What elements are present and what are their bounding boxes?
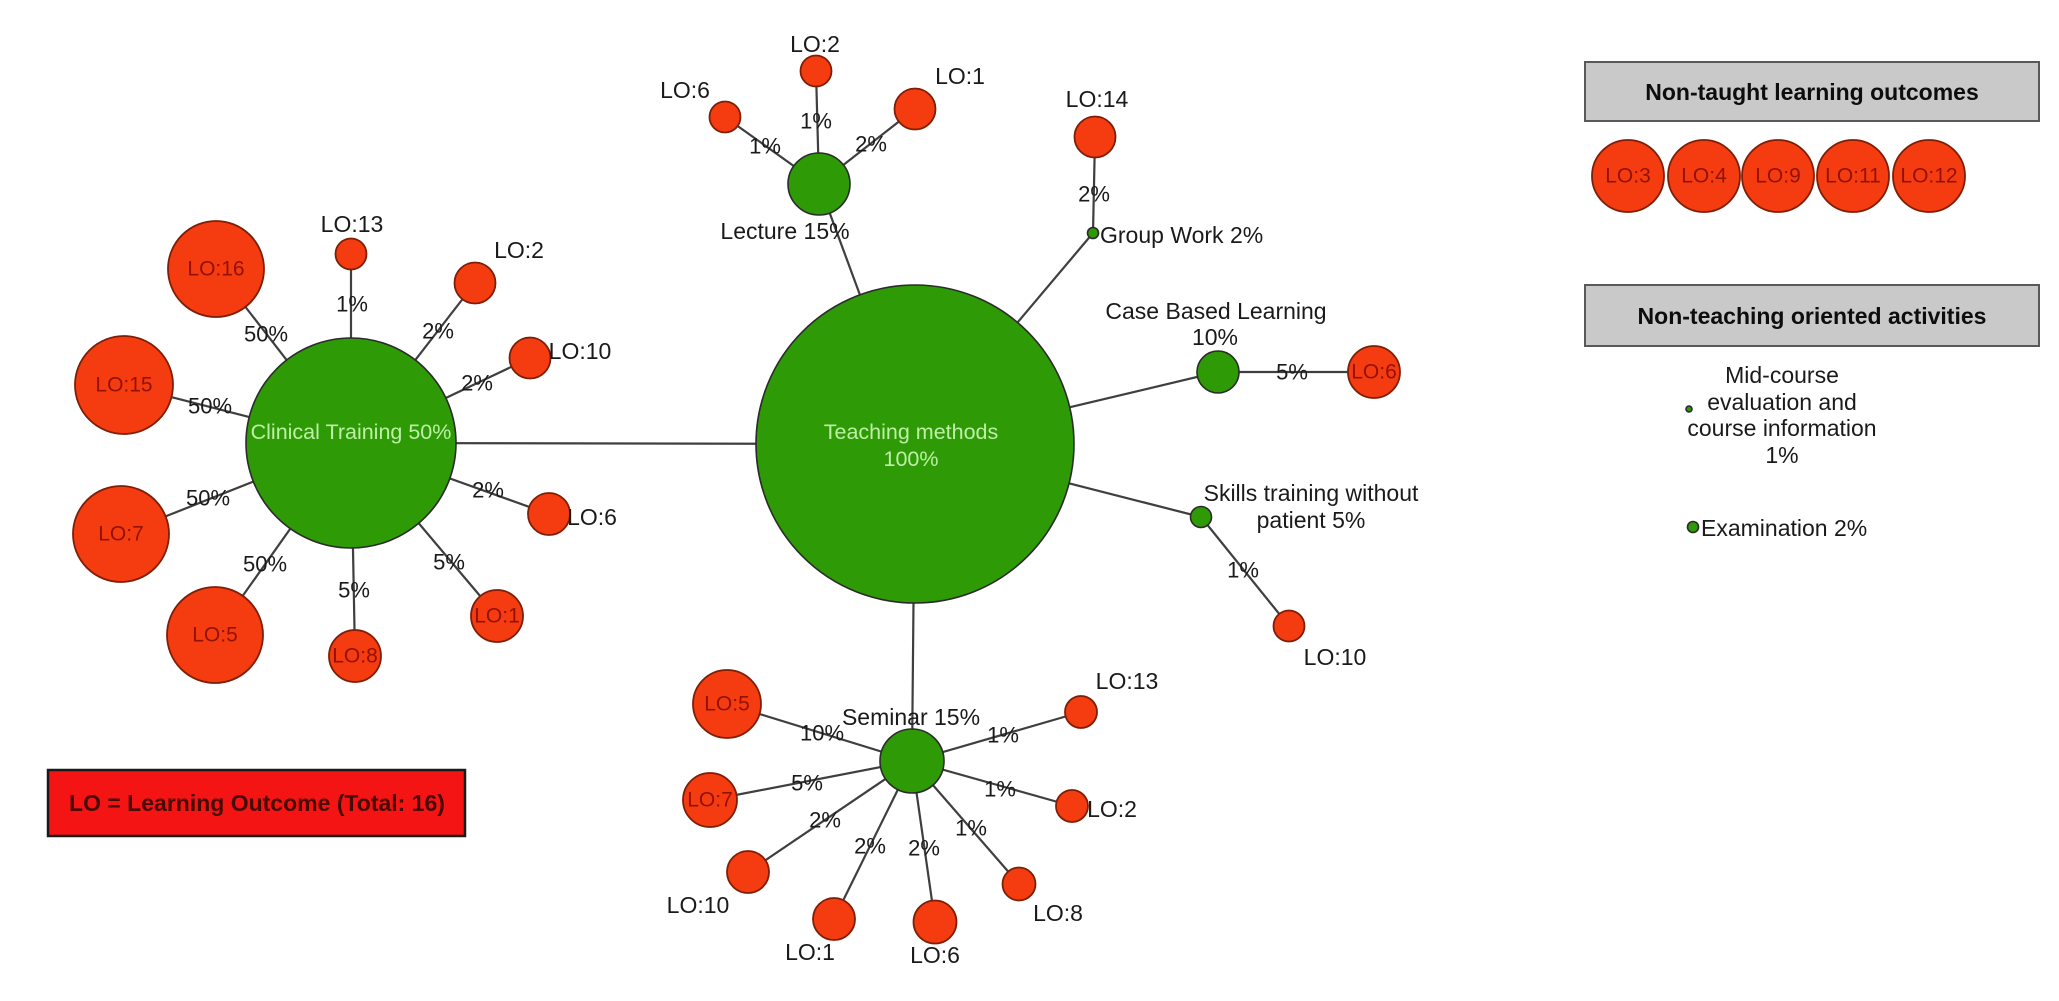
svg-text:Non-taught learning outcomes: Non-taught learning outcomes <box>1645 79 1979 105</box>
svg-text:LO:2: LO:2 <box>494 237 544 263</box>
svg-text:2%: 2% <box>809 808 841 833</box>
svg-text:2%: 2% <box>461 371 493 396</box>
svg-text:1%: 1% <box>955 816 987 841</box>
svg-text:LO:13: LO:13 <box>321 211 384 237</box>
svg-text:2%: 2% <box>422 319 454 344</box>
svg-text:1%: 1% <box>984 777 1016 802</box>
svg-text:1%: 1% <box>800 109 832 134</box>
svg-text:LO:6: LO:6 <box>1351 361 1397 384</box>
svg-text:1%: 1% <box>1765 442 1798 468</box>
svg-text:2%: 2% <box>908 836 940 861</box>
svg-text:Clinical Training 50%: Clinical Training 50% <box>251 420 452 444</box>
svg-text:5%: 5% <box>791 771 823 796</box>
svg-text:5%: 5% <box>433 550 465 575</box>
svg-text:LO = Learning Outcome (Total:: LO = Learning Outcome (Total: 16) <box>69 790 445 816</box>
svg-text:LO:8: LO:8 <box>332 645 378 668</box>
svg-text:patient 5%: patient 5% <box>1257 507 1366 533</box>
svg-text:Non-teaching oriented activiti: Non-teaching oriented activities <box>1638 303 1987 329</box>
svg-text:50%: 50% <box>186 486 230 511</box>
svg-text:Mid-course: Mid-course <box>1725 362 1839 388</box>
svg-text:LO:11: LO:11 <box>1825 165 1881 188</box>
svg-text:2%: 2% <box>1078 182 1110 207</box>
svg-text:2%: 2% <box>855 132 887 157</box>
svg-text:Group Work 2%: Group Work 2% <box>1100 222 1263 248</box>
svg-text:LO:10: LO:10 <box>549 338 612 364</box>
svg-text:1%: 1% <box>749 134 781 159</box>
svg-text:LO:16: LO:16 <box>187 258 244 281</box>
svg-text:LO:1: LO:1 <box>474 605 520 628</box>
svg-text:LO:9: LO:9 <box>1755 165 1801 188</box>
svg-text:LO:6: LO:6 <box>660 77 710 103</box>
svg-text:LO:10: LO:10 <box>667 892 730 918</box>
svg-text:50%: 50% <box>243 552 287 577</box>
svg-text:LO:4: LO:4 <box>1681 165 1727 188</box>
svg-text:50%: 50% <box>188 394 232 419</box>
svg-text:Case Based Learning: Case Based Learning <box>1105 298 1326 324</box>
svg-text:50%: 50% <box>244 322 288 347</box>
svg-text:2%: 2% <box>854 834 886 859</box>
svg-text:100%: 100% <box>884 447 939 471</box>
svg-text:Skills training without: Skills training without <box>1204 480 1419 506</box>
svg-text:10%: 10% <box>1192 324 1238 350</box>
svg-text:LO:6: LO:6 <box>910 942 960 968</box>
svg-text:evaluation and: evaluation and <box>1707 389 1857 415</box>
svg-text:LO:2: LO:2 <box>1087 796 1137 822</box>
svg-text:Seminar 15%: Seminar 15% <box>842 704 980 730</box>
svg-text:LO:8: LO:8 <box>1033 900 1083 926</box>
svg-text:1%: 1% <box>987 723 1019 748</box>
svg-text:5%: 5% <box>338 578 370 603</box>
svg-text:LO:7: LO:7 <box>98 523 144 546</box>
svg-text:Teaching methods: Teaching methods <box>824 420 999 444</box>
svg-text:LO:7: LO:7 <box>687 789 733 812</box>
svg-text:LO:1: LO:1 <box>785 939 835 965</box>
svg-text:LO:6: LO:6 <box>567 504 617 530</box>
svg-text:Examination 2%: Examination 2% <box>1701 515 1867 541</box>
svg-text:LO:3: LO:3 <box>1605 165 1651 188</box>
svg-text:LO:1: LO:1 <box>935 63 985 89</box>
svg-text:course information: course information <box>1687 415 1876 441</box>
svg-text:LO:15: LO:15 <box>95 374 152 397</box>
svg-text:LO:5: LO:5 <box>192 624 238 647</box>
svg-text:2%: 2% <box>472 478 504 503</box>
svg-text:LO:10: LO:10 <box>1304 644 1367 670</box>
svg-text:10%: 10% <box>800 721 844 746</box>
svg-text:LO:12: LO:12 <box>1900 165 1957 188</box>
svg-text:1%: 1% <box>1227 558 1259 583</box>
svg-text:LO:14: LO:14 <box>1066 86 1129 112</box>
svg-text:Lecture 15%: Lecture 15% <box>720 218 849 244</box>
svg-text:1%: 1% <box>336 292 368 317</box>
svg-text:5%: 5% <box>1276 360 1308 385</box>
svg-text:LO:2: LO:2 <box>790 31 840 57</box>
svg-text:LO:5: LO:5 <box>704 693 750 716</box>
svg-text:LO:13: LO:13 <box>1096 668 1159 694</box>
